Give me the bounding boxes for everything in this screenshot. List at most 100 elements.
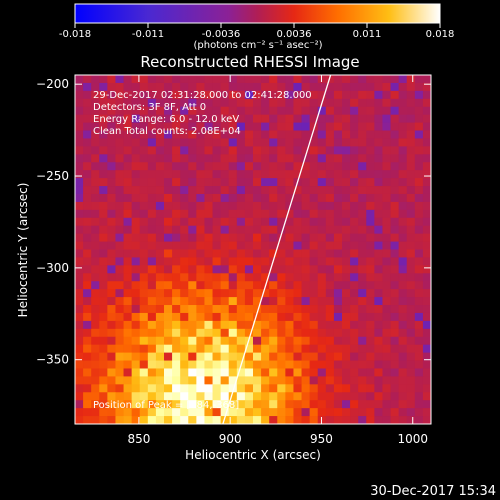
heatmap-cell (115, 106, 124, 116)
heatmap-cell (172, 75, 181, 84)
heatmap-cell (131, 273, 141, 282)
heatmap-cell (277, 178, 286, 187)
heatmap-cell (317, 368, 327, 377)
heatmap-cell (374, 201, 383, 211)
heatmap-cell (285, 241, 294, 250)
heatmap-cell (99, 408, 108, 417)
heatmap-cell (236, 416, 246, 425)
heatmap-cell (99, 130, 108, 139)
heatmap-cell (269, 273, 278, 282)
heatmap-cell (180, 209, 189, 219)
heatmap-cell (382, 114, 391, 123)
heatmap-cell (277, 392, 286, 401)
heatmap-cell (115, 312, 124, 322)
heatmap-cell (269, 249, 278, 258)
heatmap-cell (422, 106, 432, 116)
heatmap-cell (228, 273, 238, 282)
heatmap-cell (212, 82, 222, 92)
heatmap-cell (188, 82, 197, 92)
heatmap-cell (309, 312, 319, 322)
heatmap-cell (253, 186, 262, 195)
heatmap-cell (83, 178, 92, 187)
heatmap-cell (261, 106, 270, 116)
heatmap-cell (164, 90, 173, 100)
heatmap-cell (83, 265, 92, 274)
heatmap-cell (204, 138, 213, 147)
heatmap-cell (83, 225, 92, 235)
heatmap-cell (123, 408, 133, 417)
heatmap-cell (164, 281, 173, 290)
heatmap-cell (390, 368, 400, 377)
heatmap-cell (390, 400, 400, 409)
heatmap-cell (253, 305, 262, 314)
heatmap-cell (212, 233, 222, 242)
heatmap-cell (342, 154, 351, 163)
heatmap-cell (212, 392, 222, 401)
heatmap-cell (398, 400, 408, 409)
heatmap-cell (325, 312, 335, 322)
heatmap-cell (123, 170, 133, 179)
heatmap-cell (123, 273, 133, 282)
heatmap-cell (422, 178, 432, 187)
heatmap-cell (333, 273, 343, 282)
heatmap-cell (374, 408, 383, 417)
heatmap-cell (253, 400, 262, 409)
heatmap-cell (414, 281, 424, 290)
heatmap-cell (333, 90, 343, 100)
heatmap-cell (398, 352, 408, 361)
heatmap-cell (139, 225, 149, 235)
heatmap-cell (196, 352, 205, 361)
heatmap-cell (172, 162, 181, 171)
heatmap-cell (139, 376, 149, 385)
heatmap-cell (220, 312, 230, 322)
heatmap-cell (253, 376, 262, 385)
heatmap-cell (172, 400, 181, 409)
heatmap-cell (253, 154, 262, 163)
heatmap-cell (422, 392, 432, 401)
heatmap-cell (212, 384, 222, 393)
heatmap-cell (414, 392, 424, 401)
heatmap-cell (204, 368, 213, 377)
heatmap-cell (220, 138, 230, 147)
heatmap-cell (139, 146, 149, 155)
heatmap-cell (325, 241, 335, 250)
heatmap-cell (285, 281, 294, 290)
heatmap-cell (285, 90, 294, 100)
heatmap-cell (261, 265, 270, 274)
heatmap-cell (422, 225, 432, 235)
heatmap-cell (91, 384, 100, 393)
heatmap-cell (382, 249, 391, 258)
heatmap-cell (406, 75, 416, 84)
heatmap-cell (293, 82, 302, 92)
heatmap-cell (107, 289, 116, 298)
heatmap-cell (390, 241, 400, 250)
heatmap-cell (99, 170, 108, 179)
heatmap-cell (285, 114, 294, 123)
heatmap-cell (123, 217, 133, 227)
heatmap-cell (115, 416, 124, 425)
heatmap-cell (261, 416, 270, 425)
heatmap-cell (374, 186, 383, 195)
heatmap-cell (188, 90, 197, 100)
heatmap-cell (83, 233, 92, 242)
heatmap-cell (406, 146, 416, 155)
heatmap-cell (333, 154, 343, 163)
heatmap-cell (253, 225, 262, 235)
heatmap-cell (422, 201, 432, 211)
heatmap-cell (228, 106, 238, 116)
heatmap-cell (398, 98, 408, 108)
heatmap-cell (139, 328, 149, 338)
heatmap-cell (196, 312, 205, 322)
heatmap-cell (188, 320, 197, 330)
heatmap-cell (107, 265, 116, 274)
heatmap-cell (350, 273, 359, 282)
heatmap-cell (115, 75, 124, 84)
heatmap-cell (261, 233, 270, 242)
heatmap-cell (155, 233, 165, 242)
heatmap-cell (285, 408, 294, 417)
heatmap-cell (317, 114, 327, 123)
heatmap-cell (317, 320, 327, 330)
heatmap-cell (342, 376, 351, 385)
heatmap-cell (333, 186, 343, 195)
heatmap-cell (99, 249, 108, 258)
